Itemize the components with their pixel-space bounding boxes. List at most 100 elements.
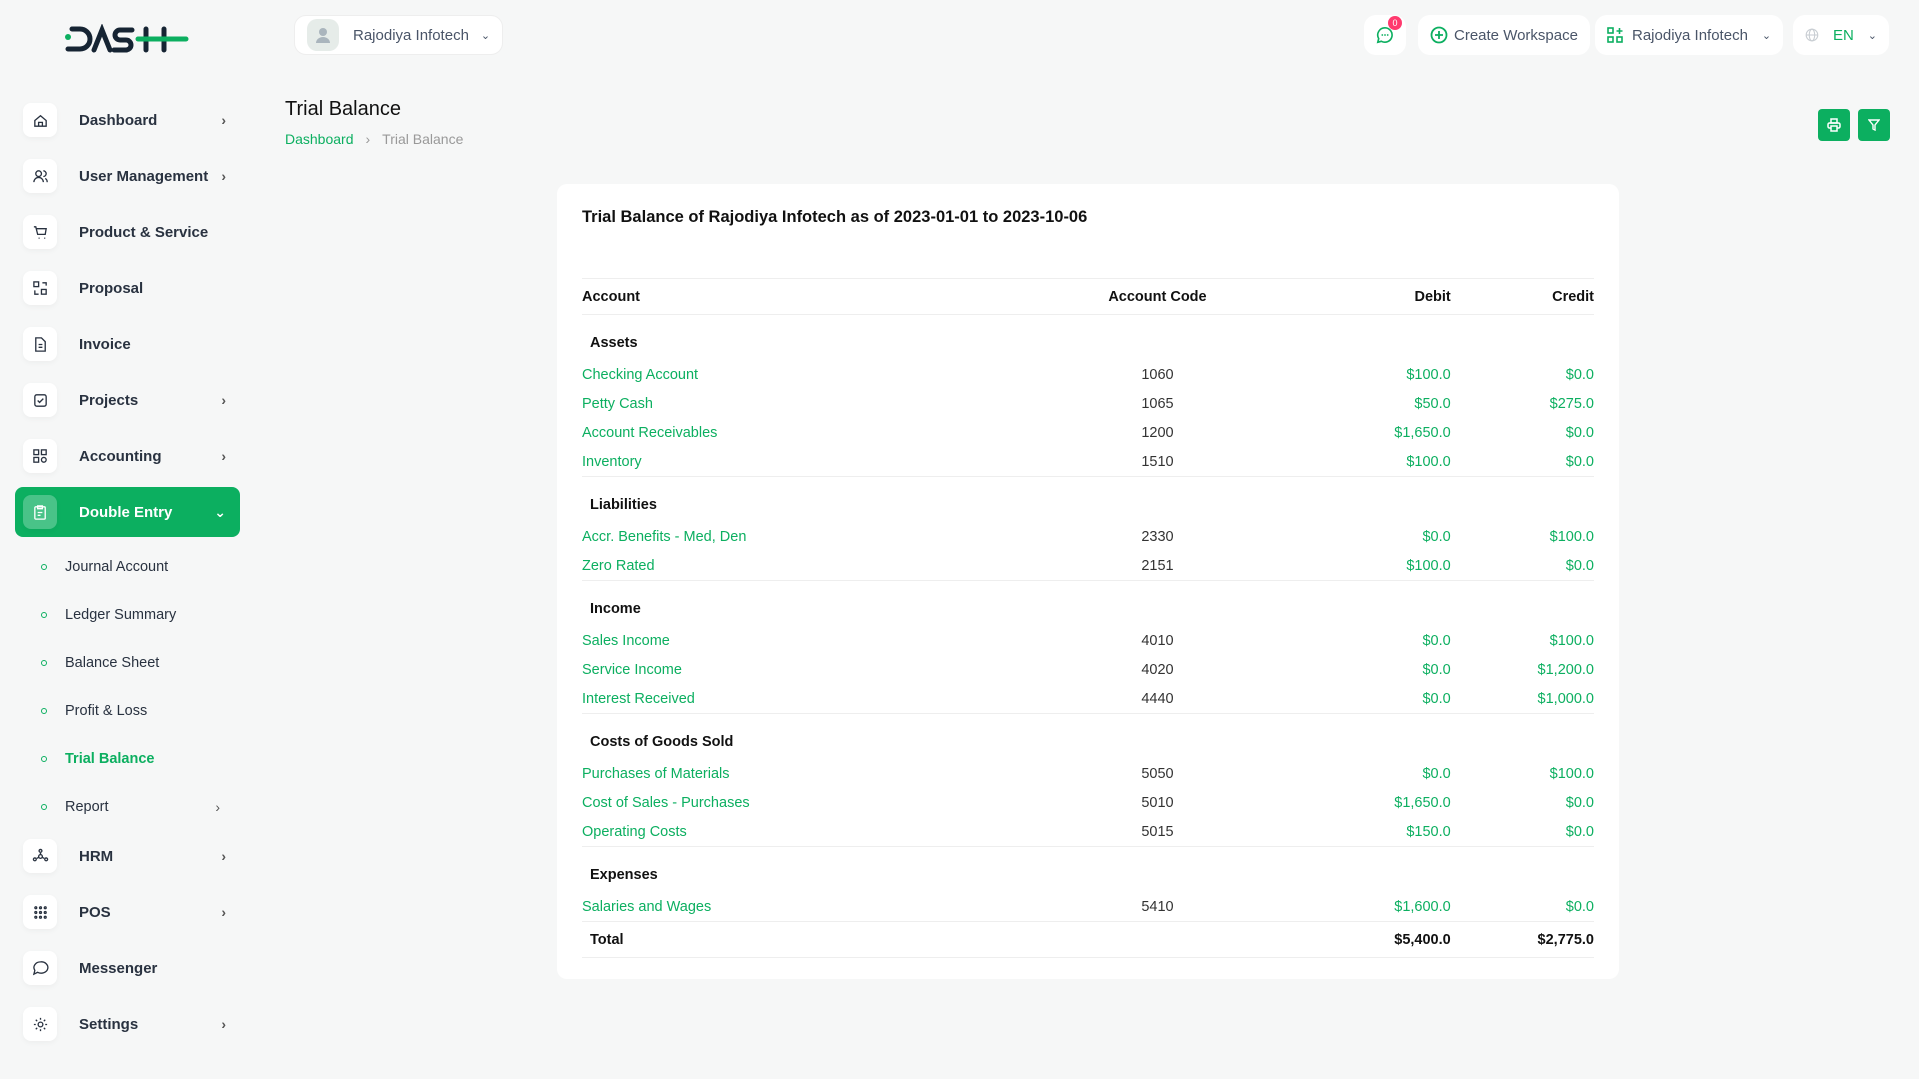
group-row: Assets (582, 314, 1594, 361)
table-row: Account Receivables 1200 $1,650.0 $0.0 (582, 419, 1594, 448)
account-link[interactable]: Accr. Benefits - Med, Den (582, 529, 747, 545)
filter-button[interactable] (1858, 109, 1890, 141)
submenu-item-report[interactable]: Report › (15, 783, 240, 831)
chevron-right-icon: › (221, 112, 226, 128)
sidebar-item-product-service[interactable]: Product & Service (15, 207, 240, 257)
account-code: 4020 (1141, 662, 1174, 678)
submenu-item-trial-balance[interactable]: Trial Balance (15, 735, 240, 783)
table-row: Accr. Benefits - Med, Den 2330 $0.0 $100.0 (582, 523, 1594, 552)
account-link[interactable]: Salaries and Wages (582, 898, 712, 915)
language-code: EN (1832, 26, 1854, 44)
chat-icon (1376, 26, 1393, 44)
cart-icon (23, 215, 57, 249)
account-link[interactable]: Operating Costs (582, 823, 687, 840)
chevron-right-icon: › (221, 904, 226, 920)
avatar (307, 19, 339, 51)
account-link[interactable]: Interest Received (582, 690, 695, 707)
bullet-icon (41, 564, 47, 570)
sidebar-item-accounting[interactable]: Accounting › (15, 431, 240, 481)
chat-icon (23, 951, 57, 985)
account-link[interactable]: Sales Income (582, 633, 670, 649)
account-link[interactable]: Checking Account (582, 367, 699, 383)
sidebar-item-settings[interactable]: Settings › (15, 999, 240, 1049)
chevron-right-icon: › (221, 848, 226, 864)
table-row: Sales Income 4010 $0.0 $100.0 (582, 627, 1594, 656)
submenu-item-balance-sheet[interactable]: Balance Sheet (15, 639, 240, 687)
sidebar-item-messenger[interactable]: Messenger (15, 943, 240, 993)
workspace-name: Rajodiya Infotech (353, 26, 469, 44)
language-selector[interactable]: EN ⌄ (1793, 15, 1889, 55)
group-name: Liabilities (582, 476, 1594, 523)
submenu-item-label: Report (65, 799, 109, 815)
debit-amount: $0.0 (1422, 766, 1451, 782)
credit-amount: $100.0 (1549, 766, 1594, 782)
account-code: 5015 (1141, 823, 1174, 840)
sidebar-item-proposal[interactable]: Proposal (15, 263, 240, 313)
account-code: 4010 (1141, 633, 1174, 649)
report-heading: Trial Balance of Rajodiya Infotech as of… (582, 208, 1088, 226)
sidebar-item-label: Dashboard (79, 111, 158, 129)
col-account: Account (582, 278, 1008, 315)
chevron-right-icon: › (221, 448, 226, 464)
sidebar-item-projects[interactable]: Projects › (15, 375, 240, 425)
group-name: Costs of Goods Sold (582, 713, 1594, 760)
credit-amount: $1,200.0 (1537, 662, 1594, 678)
sidebar-item-hrm[interactable]: HRM › (15, 831, 240, 881)
credit-amount: $0.0 (1565, 898, 1594, 915)
workspace-selector[interactable]: Rajodiya Infotech ⌄ (294, 15, 504, 55)
sidebar-item-invoice[interactable]: Invoice (15, 319, 240, 369)
account-link[interactable]: Service Income (582, 662, 682, 678)
sidebar-item-label: User Management (79, 167, 209, 185)
file-icon (23, 327, 57, 361)
submenu-item-profit-loss[interactable]: Profit & Loss (15, 687, 240, 735)
account-code: 1510 (1141, 453, 1174, 470)
submenu-item-label: Profit & Loss (65, 703, 148, 719)
account-link[interactable]: Petty Cash (582, 396, 653, 412)
submenu-item-ledger-summary[interactable]: Ledger Summary (15, 591, 240, 639)
sidebar-item-dashboard[interactable]: Dashboard › (15, 95, 240, 145)
bullet-icon (41, 612, 47, 618)
account-code: 2151 (1141, 557, 1174, 574)
account-link[interactable]: Cost of Sales - Purchases (582, 795, 750, 811)
debit-amount: $100.0 (1406, 557, 1451, 574)
credit-amount: $1,000.0 (1537, 690, 1594, 707)
account-code: 1200 (1141, 425, 1174, 441)
sidebar-item-label: Product & Service (79, 223, 209, 241)
submenu-item-label: Ledger Summary (65, 607, 177, 623)
company-selector[interactable]: Rajodiya Infotech ⌄ (1595, 15, 1784, 55)
total-credit: $2,775.0 (1450, 921, 1594, 958)
sidebar-item-user-management[interactable]: User Management › (15, 151, 240, 201)
chevron-right-icon: › (365, 131, 371, 147)
col-account-code: Account Code (1007, 278, 1308, 315)
sidebar-item-double-entry[interactable]: Double Entry ⌄ (15, 487, 240, 537)
checkbox-icon (23, 383, 57, 417)
group-name: Income (582, 580, 1594, 627)
chevron-down-icon: ⌄ (1867, 29, 1877, 42)
proposal-icon (23, 271, 57, 305)
account-link[interactable]: Purchases of Materials (582, 766, 730, 782)
group-name: Expenses (582, 846, 1594, 893)
account-link[interactable]: Inventory (582, 453, 642, 470)
credit-amount: $100.0 (1549, 633, 1594, 649)
debit-amount: $1,600.0 (1394, 898, 1451, 915)
trial-balance-table: Account Account Code Debit Credit Assets… (582, 278, 1594, 958)
debit-amount: $0.0 (1422, 529, 1451, 545)
col-debit: Debit (1307, 278, 1451, 315)
bullet-icon (41, 756, 47, 762)
create-workspace-button[interactable]: Create Workspace (1418, 15, 1590, 55)
breadcrumb-dashboard[interactable]: Dashboard (285, 131, 354, 147)
account-link[interactable]: Zero Rated (582, 557, 655, 574)
print-button[interactable] (1818, 109, 1850, 141)
submenu-item-journal-account[interactable]: Journal Account (15, 543, 240, 591)
page-title: Trial Balance (285, 98, 401, 120)
account-link[interactable]: Account Receivables (582, 425, 718, 441)
debit-amount: $0.0 (1422, 662, 1451, 678)
debit-amount: $1,650.0 (1394, 425, 1451, 441)
table-row: Zero Rated 2151 $100.0 $0.0 (582, 552, 1594, 581)
hrm-icon (23, 839, 57, 873)
breadcrumb: Dashboard › Trial Balance (285, 131, 463, 147)
messages-button[interactable]: 0 (1364, 15, 1406, 55)
table-row: Purchases of Materials 5050 $0.0 $100.0 (582, 760, 1594, 789)
sidebar-item-pos[interactable]: POS › (15, 887, 240, 937)
sidebar-item-label: HRM (79, 847, 114, 865)
